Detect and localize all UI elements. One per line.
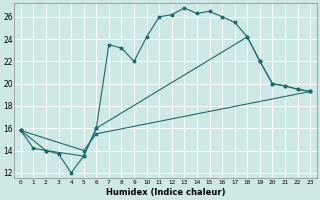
X-axis label: Humidex (Indice chaleur): Humidex (Indice chaleur): [106, 188, 225, 197]
